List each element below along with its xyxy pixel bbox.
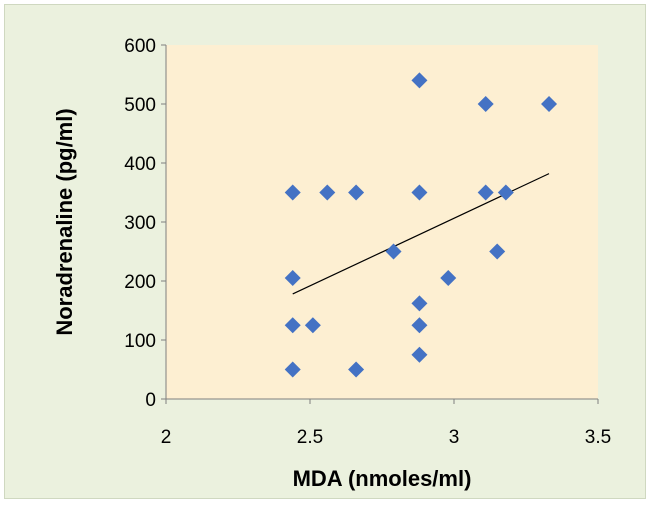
y-tick-label: 0 [145,390,156,411]
data-point [411,295,428,312]
data-point [541,96,558,112]
data-point [411,317,428,334]
data-point [477,184,494,201]
y-tick-label: 500 [124,95,156,116]
data-point [411,184,428,201]
data-point [319,184,336,201]
data-point [284,270,301,287]
y-tick-label: 100 [124,331,156,352]
data-point [385,243,402,260]
x-tick-label: 3.5 [585,427,611,448]
y-tick-label: 400 [124,154,156,175]
data-point [348,361,365,378]
tick-labels: 0 100 200 300 400 500 600 2 2.5 3 3.5 [124,36,611,448]
x-tick-label: 3 [449,427,460,448]
y-tick-label: 200 [124,272,156,293]
data-point [440,270,457,287]
data-point [284,184,301,201]
data-point [284,361,301,378]
x-axis-title: MDA (nmoles/ml) [293,466,472,491]
y-axis-title: Noradrenaline (pg/ml) [52,108,77,335]
data-point [489,243,506,260]
data-point [497,184,514,201]
axes [161,44,599,404]
points-layer [284,72,558,378]
y-tick-label: 600 [124,36,156,57]
data-point [411,346,428,363]
data-point [348,184,365,201]
data-point [284,317,301,334]
y-tick-label: 300 [124,213,156,234]
x-tick-label: 2.5 [297,427,323,448]
data-point [477,96,494,112]
plot-area [166,45,598,399]
data-point [304,317,321,334]
x-tick-label: 2 [161,427,172,448]
data-point [411,72,428,89]
